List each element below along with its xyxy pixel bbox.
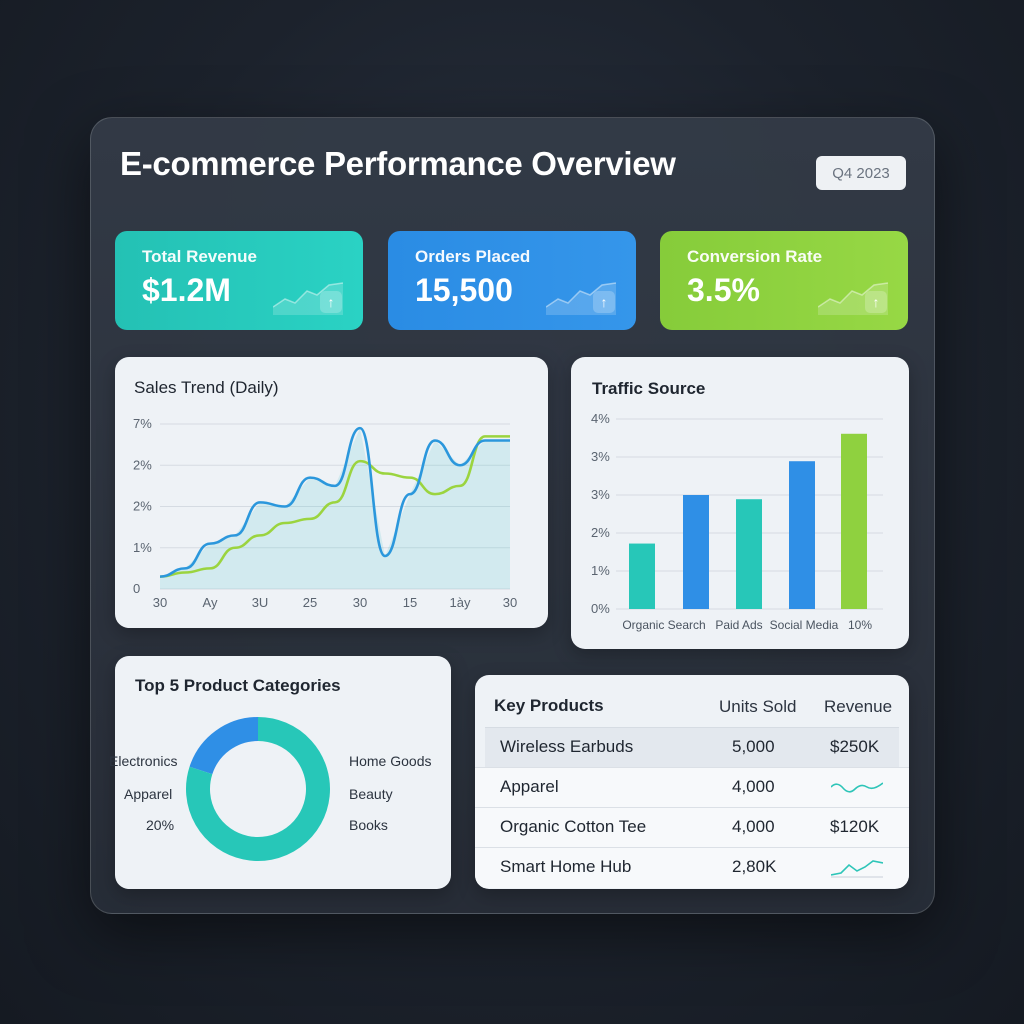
kpi-value: 15,500: [415, 272, 513, 308]
y-tick-label: 1%: [591, 563, 610, 578]
units-sold: 2,80K: [732, 857, 777, 876]
categories-card: Top 5 Product Categories Electronics App…: [109, 656, 451, 889]
legend-label: Books: [349, 817, 388, 833]
legend-label: Electronics: [109, 753, 178, 769]
sales-trend-card: Sales Trend (Daily) 7% 2% 2% 1% 0 30 Ay 3U 25 30 1…: [115, 357, 548, 628]
legend-label: Home Goods: [349, 753, 432, 769]
series-line: [159, 426, 510, 578]
legend-label: 20%: [146, 817, 175, 833]
kpi-card-orders[interactable]: Orders Placed 15,500 ↑: [388, 231, 636, 330]
traffic-source-card: Traffic Source 4% 3% 3% 2% 1% 0% Organic Searc…: [571, 357, 909, 649]
sales-trend-chart: 7% 2% 2% 1% 0 30 Ay 3U 25 30 15 1ày 30: [133, 416, 517, 610]
card-title: Sales Trend (Daily): [134, 378, 279, 397]
x-tick-label: 1ày: [450, 595, 471, 610]
page-title: E-commerce Performance Overview: [120, 145, 676, 182]
legend-label: Beauty: [349, 786, 393, 802]
product-name: Organic Cotton Tee: [500, 817, 647, 836]
kpi-label: Total Revenue: [142, 247, 257, 266]
revenue: $250K: [830, 737, 880, 756]
y-tick-label: 0%: [591, 601, 610, 616]
sparkline-icon: [273, 282, 343, 315]
kpi-card-revenue[interactable]: Total Revenue $1.2M ↑: [115, 231, 363, 330]
traffic-bar-chart: 4% 3% 3% 2% 1% 0% Organic Search Paid Ads Social…: [591, 411, 883, 632]
column-header-revenue: Revenue: [824, 697, 893, 716]
x-axis-label: 10%: [848, 618, 872, 632]
y-tick-label: 3%: [591, 449, 610, 464]
legend-label: Apparel: [124, 786, 173, 802]
product-name: Smart Home Hub: [500, 857, 632, 876]
revenue: $120K: [830, 817, 880, 836]
kpi-label: Conversion Rate: [687, 247, 823, 266]
x-tick-label: 25: [303, 595, 317, 610]
bar: [629, 543, 655, 609]
categories-donut-chart: [186, 717, 330, 861]
table-row[interactable]: [475, 767, 909, 808]
table-row[interactable]: [475, 847, 909, 888]
kpi-value: 3.5%: [687, 272, 760, 308]
key-products-card: Key Products Units Sold Revenue Wireless…: [475, 675, 909, 889]
sparkline-icon: [818, 282, 888, 315]
series-area: [160, 428, 510, 589]
y-tick-label: 1%: [133, 540, 152, 555]
x-tick-label: Ay: [203, 595, 218, 610]
units-sold: 4,000: [732, 817, 775, 836]
column-header-units: Units Sold: [719, 697, 797, 716]
mini-trend-icon: [831, 782, 883, 793]
y-tick-label: 7%: [133, 416, 152, 431]
x-tick-label: 30: [503, 595, 517, 610]
donut-hole: [211, 742, 305, 836]
x-tick-label: 3U: [252, 595, 269, 610]
x-axis-label: Organic Search: [622, 618, 705, 632]
units-sold: 5,000: [732, 737, 775, 756]
kpi-value: $1.2M: [142, 272, 231, 308]
kpi-card-conversion[interactable]: Conversion Rate 3.5% ↑: [660, 231, 908, 330]
sparkline-icon: [546, 282, 616, 315]
x-tick-label: 15: [403, 595, 417, 610]
bar: [841, 433, 867, 609]
units-sold: 4,000: [732, 777, 775, 796]
x-tick-label: 30: [153, 595, 167, 610]
donut-slice: [186, 717, 330, 861]
table-row[interactable]: [485, 727, 899, 768]
y-tick-label: 3%: [591, 487, 610, 502]
y-tick-label: 2%: [591, 525, 610, 540]
card-title: Top 5 Product Categories: [135, 676, 341, 695]
trend-up-icon: ↑: [593, 291, 615, 313]
y-tick-label: 0: [133, 581, 140, 596]
card-title: Traffic Source: [592, 379, 706, 398]
y-tick-label: 2%: [133, 499, 152, 514]
x-axis-label: Social Media: [770, 618, 839, 632]
product-name: Apparel: [500, 777, 559, 796]
mini-trend-icon: [831, 860, 883, 878]
x-tick-label: 30: [353, 595, 367, 610]
y-tick-label: 4%: [591, 411, 610, 426]
trend-up-icon: ↑: [320, 291, 342, 313]
product-name: Wireless Earbuds: [500, 737, 634, 756]
donut-slice: [189, 717, 259, 775]
y-tick-label: 2%: [133, 457, 152, 472]
x-axis-label: Paid Ads: [715, 618, 762, 632]
bar: [789, 461, 815, 609]
period-selector[interactable]: Q4 2023: [816, 156, 906, 190]
bar: [736, 499, 762, 609]
series-line: [159, 435, 510, 578]
table-title: Key Products: [494, 696, 604, 715]
bar: [683, 495, 709, 609]
trend-up-icon: ↑: [865, 291, 887, 313]
table-row[interactable]: [475, 807, 909, 848]
kpi-label: Orders Placed: [415, 247, 531, 266]
